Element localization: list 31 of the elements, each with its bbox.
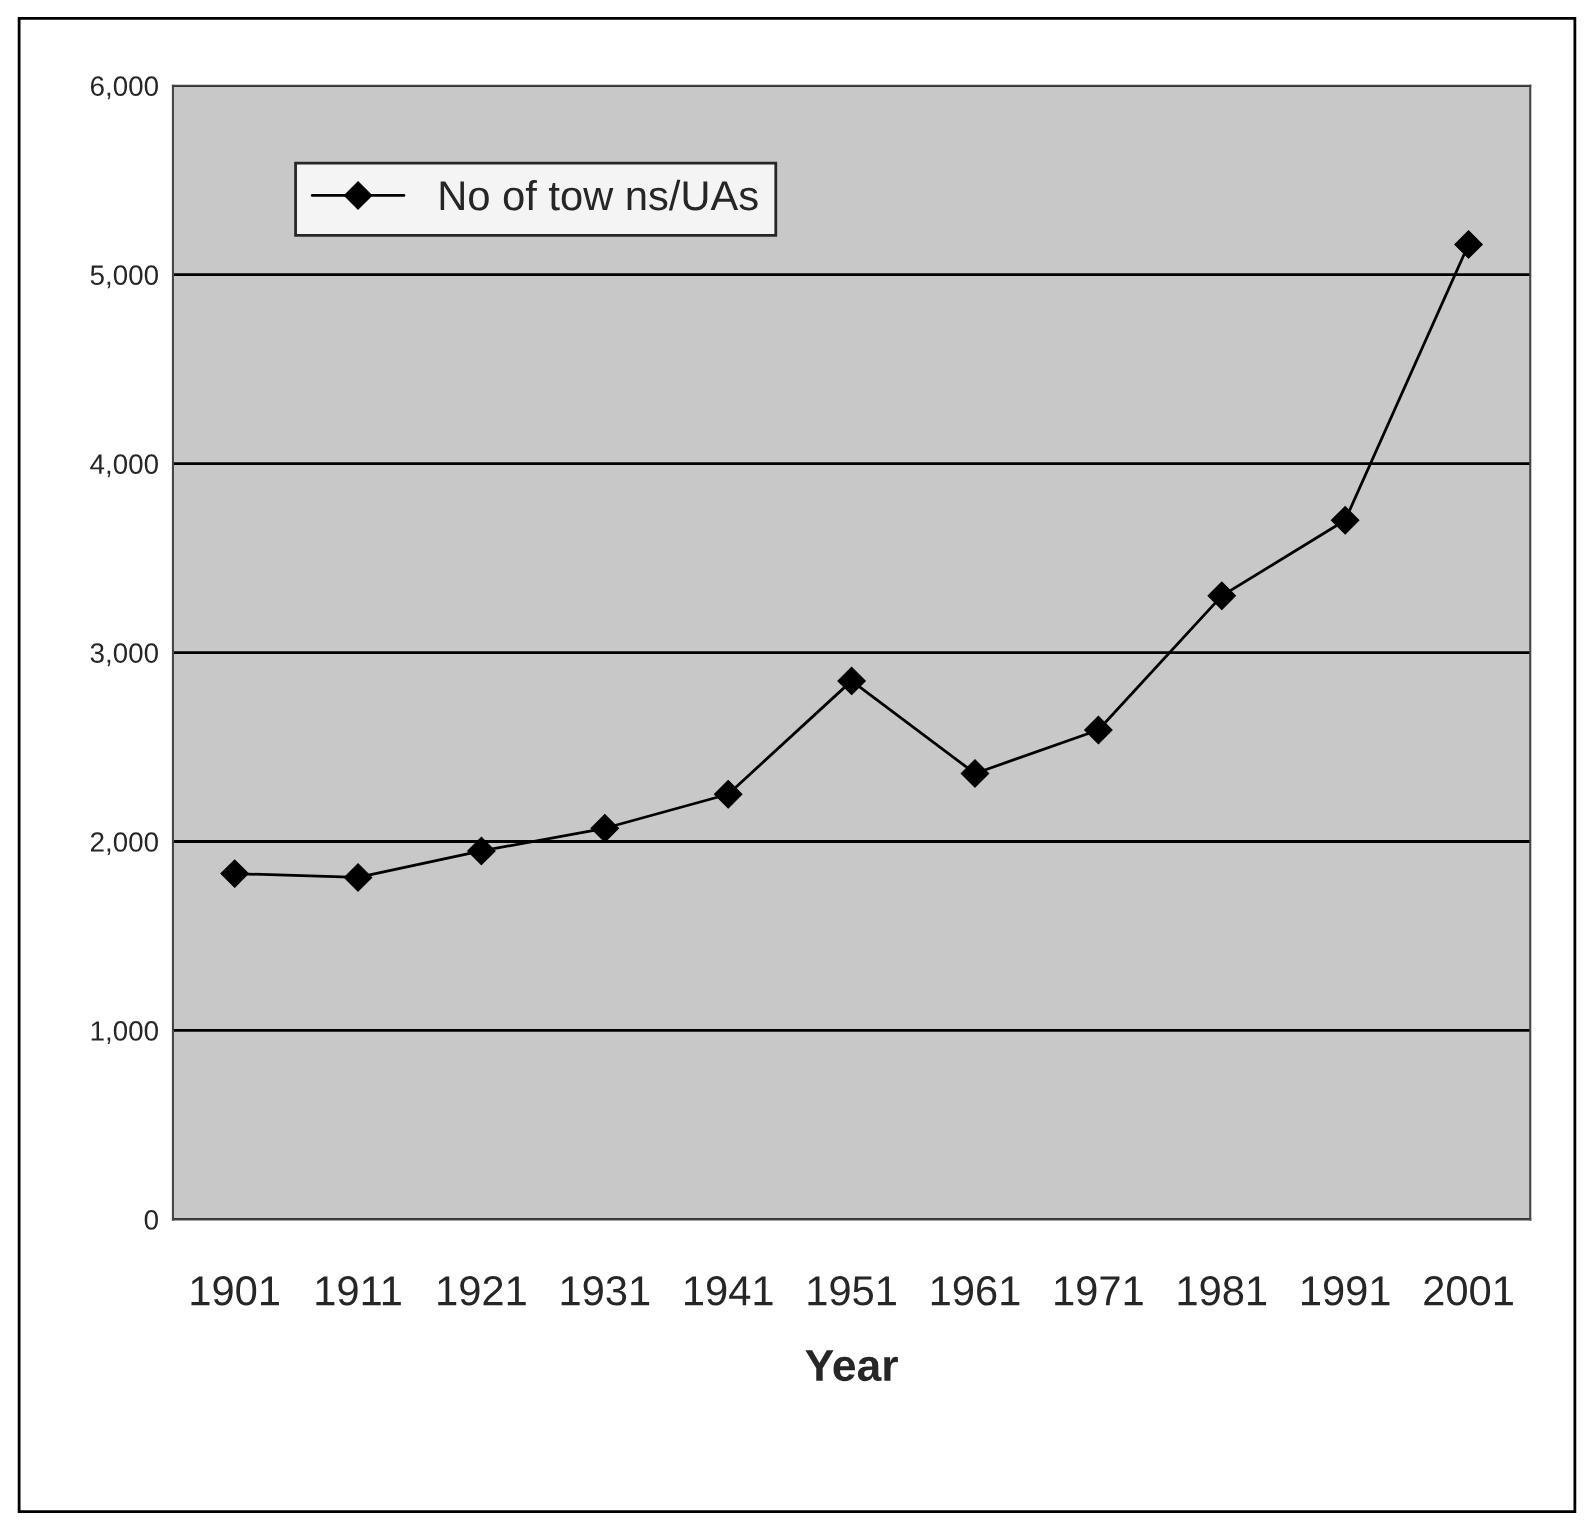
legend-label: No of tow ns/UAs [440, 179, 758, 211]
y-tick-label: 3,000 [90, 643, 158, 667]
point [837, 666, 866, 696]
x-tick-label: 1951 [808, 1276, 896, 1306]
x-tick-label: 1941 [685, 1276, 773, 1306]
y-tick-label: 1,000 [91, 1021, 158, 1045]
x-tick-label: 1901 [191, 1276, 279, 1306]
y-tick-label: 5,000 [90, 265, 158, 289]
x-tick-label: 1961 [931, 1276, 1020, 1306]
x-tick-label: 1921 [438, 1276, 526, 1306]
y-tick-label: 6,000 [90, 76, 158, 100]
x-tick-label: 1981 [1178, 1276, 1267, 1306]
x-axis-title: Year [805, 1350, 898, 1382]
x-tick-label: 2001 [1424, 1276, 1513, 1306]
y-tick-label: 4,000 [90, 454, 158, 478]
point [1084, 715, 1113, 745]
point [1207, 581, 1237, 611]
point [1330, 506, 1360, 535]
point [1454, 230, 1483, 259]
y-tick-label: 0 [144, 1210, 158, 1230]
x-tick-label: 1931 [561, 1276, 650, 1306]
point [713, 779, 743, 809]
point [467, 836, 496, 866]
x-tick-label: 1911 [316, 1276, 401, 1306]
y-tick-label: 2,000 [90, 832, 158, 856]
point [960, 759, 990, 788]
point [590, 814, 620, 843]
point [220, 859, 249, 888]
point [343, 863, 373, 892]
x-tick-label: 1991 [1301, 1276, 1390, 1306]
x-tick-label: 1971 [1055, 1276, 1143, 1306]
